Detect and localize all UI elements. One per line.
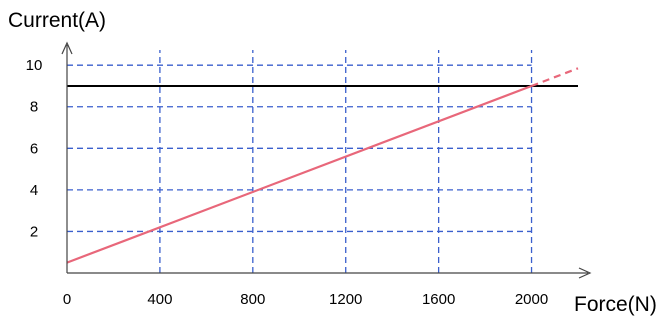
y-tick-label-8: 8 (30, 99, 38, 116)
x-tick-label-1600: 1600 (422, 291, 455, 308)
tick-labels: 0 400 800 1200 1600 2000 2 4 6 8 10 (26, 57, 549, 308)
series-line-2 (531, 67, 579, 88)
y-tick-label-6: 6 (30, 140, 38, 157)
y-tick-label-4: 4 (30, 182, 38, 199)
grid-lines (67, 50, 533, 273)
y-tick-label-10: 10 (26, 57, 43, 74)
y-tick-label-2: 2 (30, 223, 38, 240)
x-tick-label-800: 800 (240, 291, 265, 308)
series-lines (66, 67, 579, 264)
x-tick-label-2000: 2000 (515, 291, 548, 308)
axes (61, 41, 592, 279)
x-tick-label-400: 400 (147, 291, 172, 308)
y-axis-title: Current(A) (8, 9, 106, 32)
y-axis-arrow (61, 41, 73, 55)
x-axis-arrow (578, 267, 592, 279)
x-axis-title: Force(N) (574, 293, 657, 316)
x-tick-label-0: 0 (63, 291, 71, 308)
series-line-1 (66, 84, 532, 264)
x-tick-label-1200: 1200 (329, 291, 362, 308)
